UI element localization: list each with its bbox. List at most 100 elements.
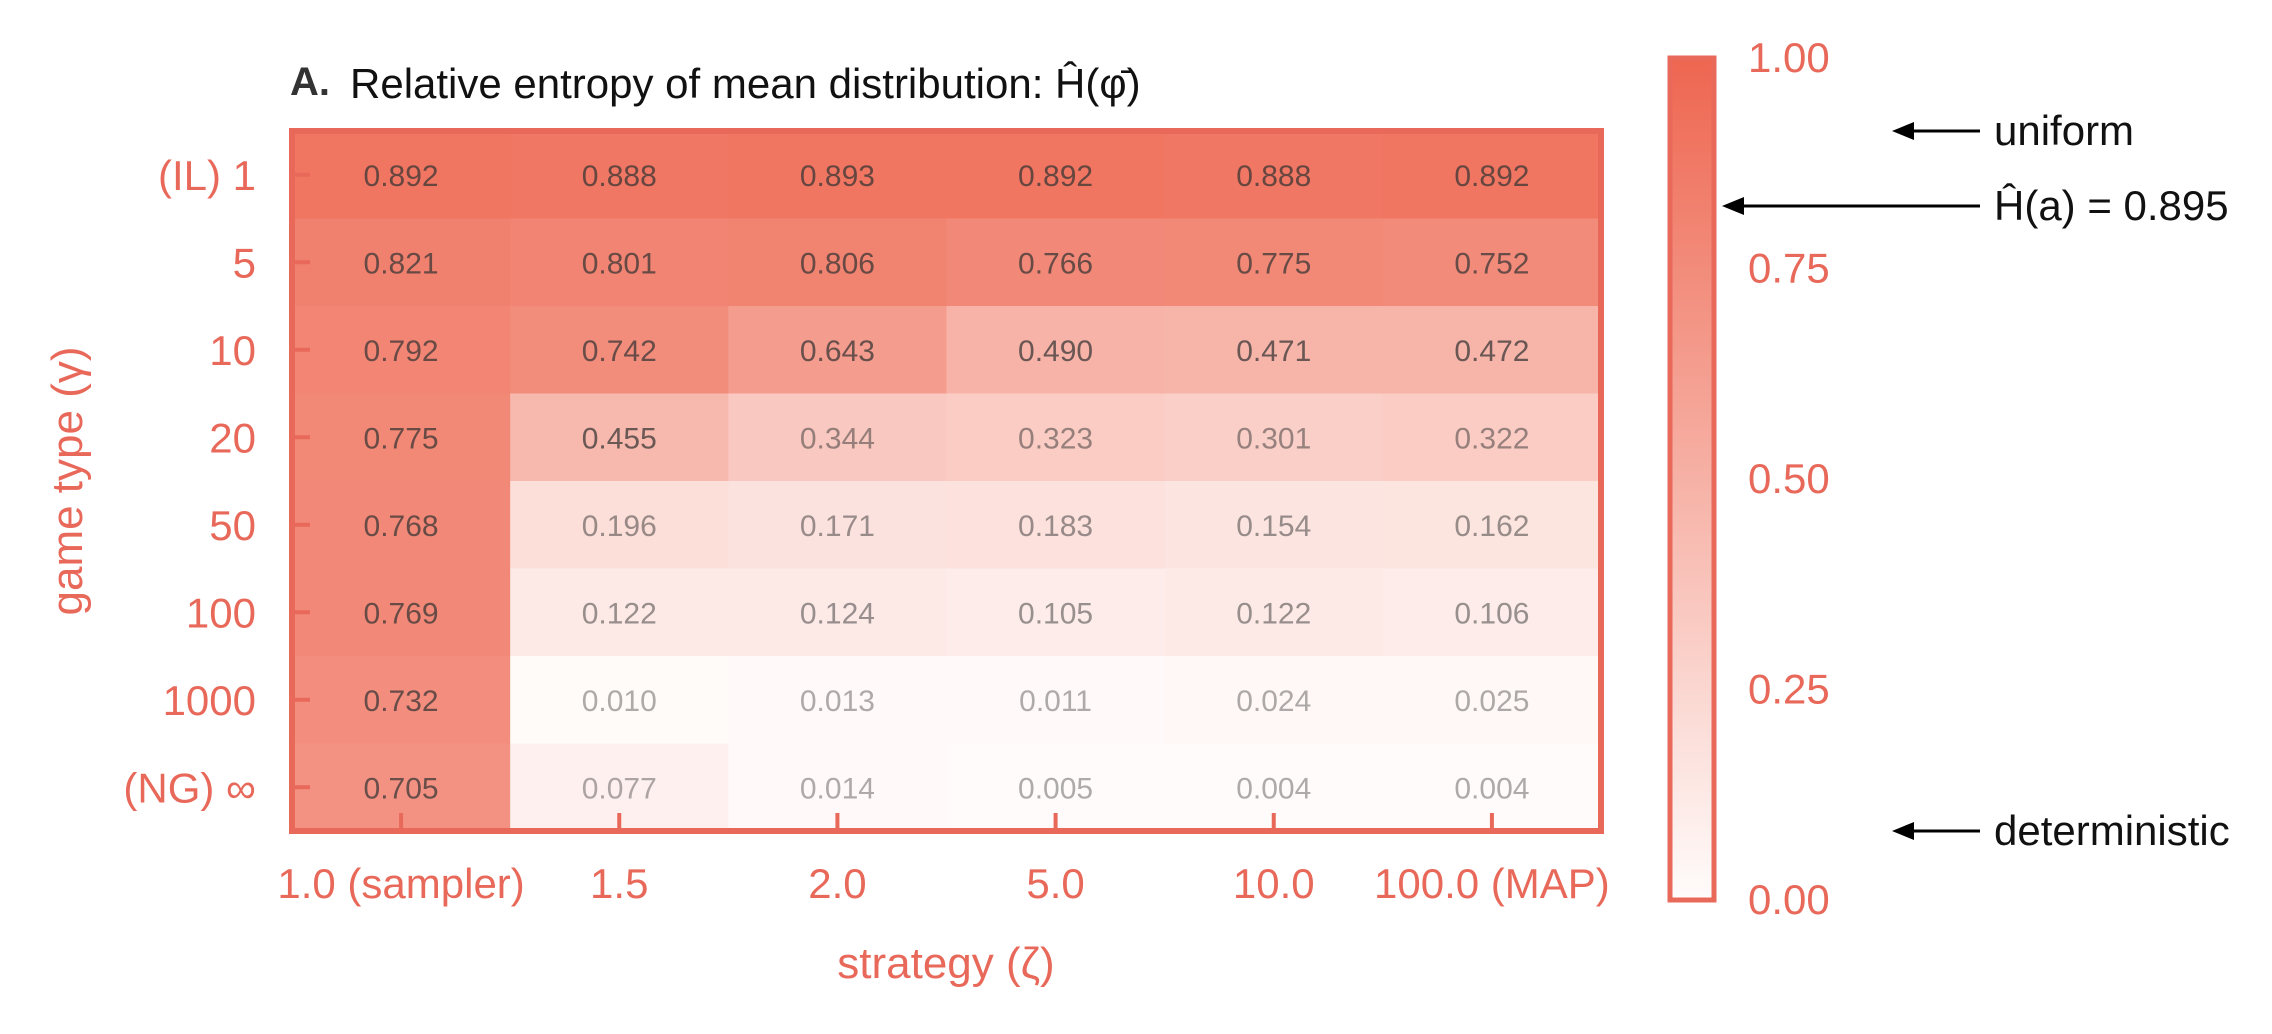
cell-value-label: 0.752 (1454, 247, 1529, 280)
colorbar-annotations: uniform Ĥ(a) = 0.895 deterministic (1722, 107, 2230, 854)
heatmap-cell (728, 306, 947, 394)
colorbar-tick-label: 1.00 (1748, 34, 1830, 81)
cell-value-label: 0.122 (1236, 597, 1311, 630)
heatmap-cell (1382, 218, 1602, 307)
heatmap-cell (292, 306, 511, 394)
heatmap-cell (728, 481, 947, 569)
cell-value-label: 0.013 (800, 685, 875, 718)
heatmap-cell (946, 393, 1166, 482)
annotation-label: uniform (1994, 107, 2134, 154)
heatmap-cell (1164, 131, 1384, 219)
cell-value-label: 0.183 (1018, 510, 1093, 543)
cell-value-label: 0.105 (1018, 597, 1093, 630)
cell-value-label: 0.124 (800, 597, 875, 630)
cell-value-label: 0.769 (364, 597, 439, 630)
heatmap-cell (1164, 568, 1384, 657)
cell-value-label: 0.732 (364, 685, 439, 718)
cell-value-label: 0.011 (1019, 685, 1092, 718)
cell-value-label: 0.768 (364, 510, 439, 543)
cell-value-label: 0.888 (582, 160, 657, 193)
y-axis-ticks: (IL) 1 5 10 20 50 100 1000 (NG) ∞ (123, 152, 310, 811)
cell-value-label: 0.775 (1236, 247, 1311, 280)
heatmap-cell (292, 656, 511, 744)
cell-value-label: 0.004 (1454, 772, 1529, 805)
cell-value-label: 0.892 (364, 160, 439, 193)
colorbar (1667, 55, 1717, 903)
y-tick-label: 1000 (163, 677, 256, 724)
cell-value-label: 0.792 (364, 335, 439, 368)
x-tick-label: 5.0 (1026, 860, 1084, 907)
x-tick-label: 100.0 (MAP) (1374, 860, 1610, 907)
cell-value-label: 0.171 (800, 510, 875, 543)
y-tick-label: 10 (209, 327, 256, 374)
heatmap-cell (946, 656, 1166, 744)
x-axis-label: strategy (ζ) (837, 939, 1054, 988)
heatmap-cell (728, 131, 947, 219)
cell-value-label: 0.892 (1454, 160, 1529, 193)
cell-value-label: 0.705 (364, 772, 439, 805)
heatmap-cell (292, 568, 511, 657)
heatmap-cell (510, 481, 729, 569)
heatmap-cell-labels: 0.892 0.888 0.893 0.892 0.888 0.892 0.821 0.801… (364, 160, 1530, 806)
colorbar-tick-label: 0.25 (1748, 666, 1830, 713)
cell-value-label: 0.821 (364, 247, 439, 280)
heatmap-cell (292, 218, 511, 307)
y-tick-label: 20 (209, 414, 256, 461)
cell-value-label: 0.106 (1454, 597, 1529, 630)
cell-value-label: 0.801 (582, 247, 657, 280)
heatmap-cell (1382, 568, 1602, 657)
heatmap-cell (1164, 481, 1384, 569)
heatmap-cell (946, 131, 1166, 219)
heatmap-cell (510, 218, 729, 307)
cell-value-label: 0.766 (1018, 247, 1093, 280)
cell-value-label: 0.643 (800, 335, 875, 368)
cell-value-label: 0.004 (1236, 772, 1311, 805)
cell-value-label: 0.471 (1236, 335, 1311, 368)
y-axis-label: game type (γ) (43, 347, 92, 616)
panel-label: A. (290, 60, 330, 104)
colorbar-tick-label: 0.75 (1748, 245, 1830, 292)
colorbar-tick-label: 0.50 (1748, 455, 1830, 502)
cell-value-label: 0.162 (1454, 510, 1529, 543)
heatmap-cell (1382, 393, 1602, 482)
heatmap-cell (1164, 306, 1384, 394)
heatmap-cell (1164, 218, 1384, 307)
heatmap-cell (728, 218, 947, 307)
heatmap-cell (292, 481, 511, 569)
cell-value-label: 0.892 (1018, 160, 1093, 193)
chart-title: Relative entropy of mean distribution: Ĥ… (350, 60, 1141, 107)
cell-value-label: 0.742 (582, 335, 657, 368)
colorbar-tick-label: 0.00 (1748, 876, 1830, 923)
heatmap-cell (728, 568, 947, 657)
y-tick-label: 50 (209, 502, 256, 549)
heatmap-cell (292, 131, 511, 219)
heatmap-cell (1164, 393, 1384, 482)
cell-value-label: 0.154 (1236, 510, 1311, 543)
cell-value-label: 0.196 (582, 510, 657, 543)
annotation-arrow-head (1892, 122, 1914, 140)
heatmap-cell (1382, 131, 1602, 219)
colorbar-ticks: 1.00 0.75 0.50 0.25 0.00 (1748, 34, 1830, 923)
cell-value-label: 0.322 (1454, 422, 1529, 455)
heatmap-cell (510, 656, 729, 744)
heatmap-cell (728, 393, 947, 482)
y-tick-label: 100 (186, 589, 256, 636)
cell-value-label: 0.323 (1018, 422, 1093, 455)
cell-value-label: 0.455 (582, 422, 657, 455)
x-axis-ticks: 1.0 (sampler) 1.5 2.0 5.0 10.0 100.0 (MAP) (277, 813, 1610, 907)
x-tick-label: 10.0 (1233, 860, 1315, 907)
cell-value-label: 0.344 (800, 422, 875, 455)
heatmap-cell (510, 306, 729, 394)
y-tick-label: (NG) ∞ (123, 764, 256, 811)
cell-value-label: 0.893 (800, 160, 875, 193)
annotation-arrow-head (1892, 822, 1914, 840)
heatmap-cell (1382, 656, 1602, 744)
cell-value-label: 0.024 (1236, 685, 1311, 718)
cell-value-label: 0.077 (582, 772, 657, 805)
annotation-arrow-head (1722, 197, 1744, 215)
heatmap-cell (1382, 481, 1602, 569)
annotation-label: Ĥ(a) = 0.895 (1994, 182, 2229, 229)
cell-value-label: 0.472 (1454, 335, 1529, 368)
heatmap-cell (946, 568, 1166, 657)
